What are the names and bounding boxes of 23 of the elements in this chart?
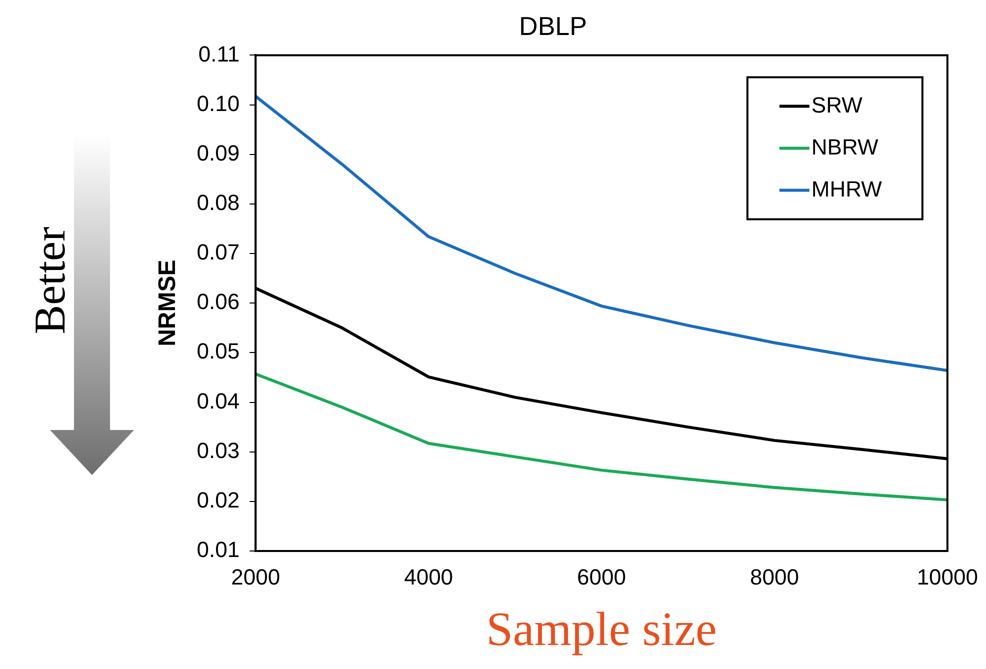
x-tick-label: 8000	[750, 564, 799, 590]
y-tick-label: 0.08	[196, 190, 240, 216]
y-tick-label: 0.11	[198, 41, 240, 66]
y-tick-label: 0.07	[196, 240, 240, 265]
x-tick-label: 2000	[231, 564, 280, 590]
x-tick-label: 10000	[916, 564, 978, 590]
y-axis-title: NRMSE	[154, 260, 182, 346]
chart-title: DBLP	[519, 10, 587, 41]
y-tick-label: 0.09	[196, 140, 240, 166]
y-tick-label: 0.04	[196, 388, 240, 414]
legend-label: MHRW	[811, 176, 882, 202]
y-tick-label: 0.10	[196, 90, 240, 116]
x-tick-label: 6000	[577, 564, 626, 590]
y-tick-label: 0.05	[196, 338, 240, 364]
text: Better	[24, 226, 76, 336]
legend-label: NBRW	[811, 134, 878, 160]
y-tick-label: 0.01	[196, 537, 240, 562]
y-tick-label: 0.02	[196, 487, 240, 512]
y-tick-label: 0.03	[196, 438, 240, 463]
x-tick-label: 4000	[404, 564, 454, 590]
x-axis-title: Sample size	[486, 602, 717, 656]
y-tick-label: 0.06	[196, 289, 240, 314]
legend-label: SRW	[811, 92, 863, 118]
